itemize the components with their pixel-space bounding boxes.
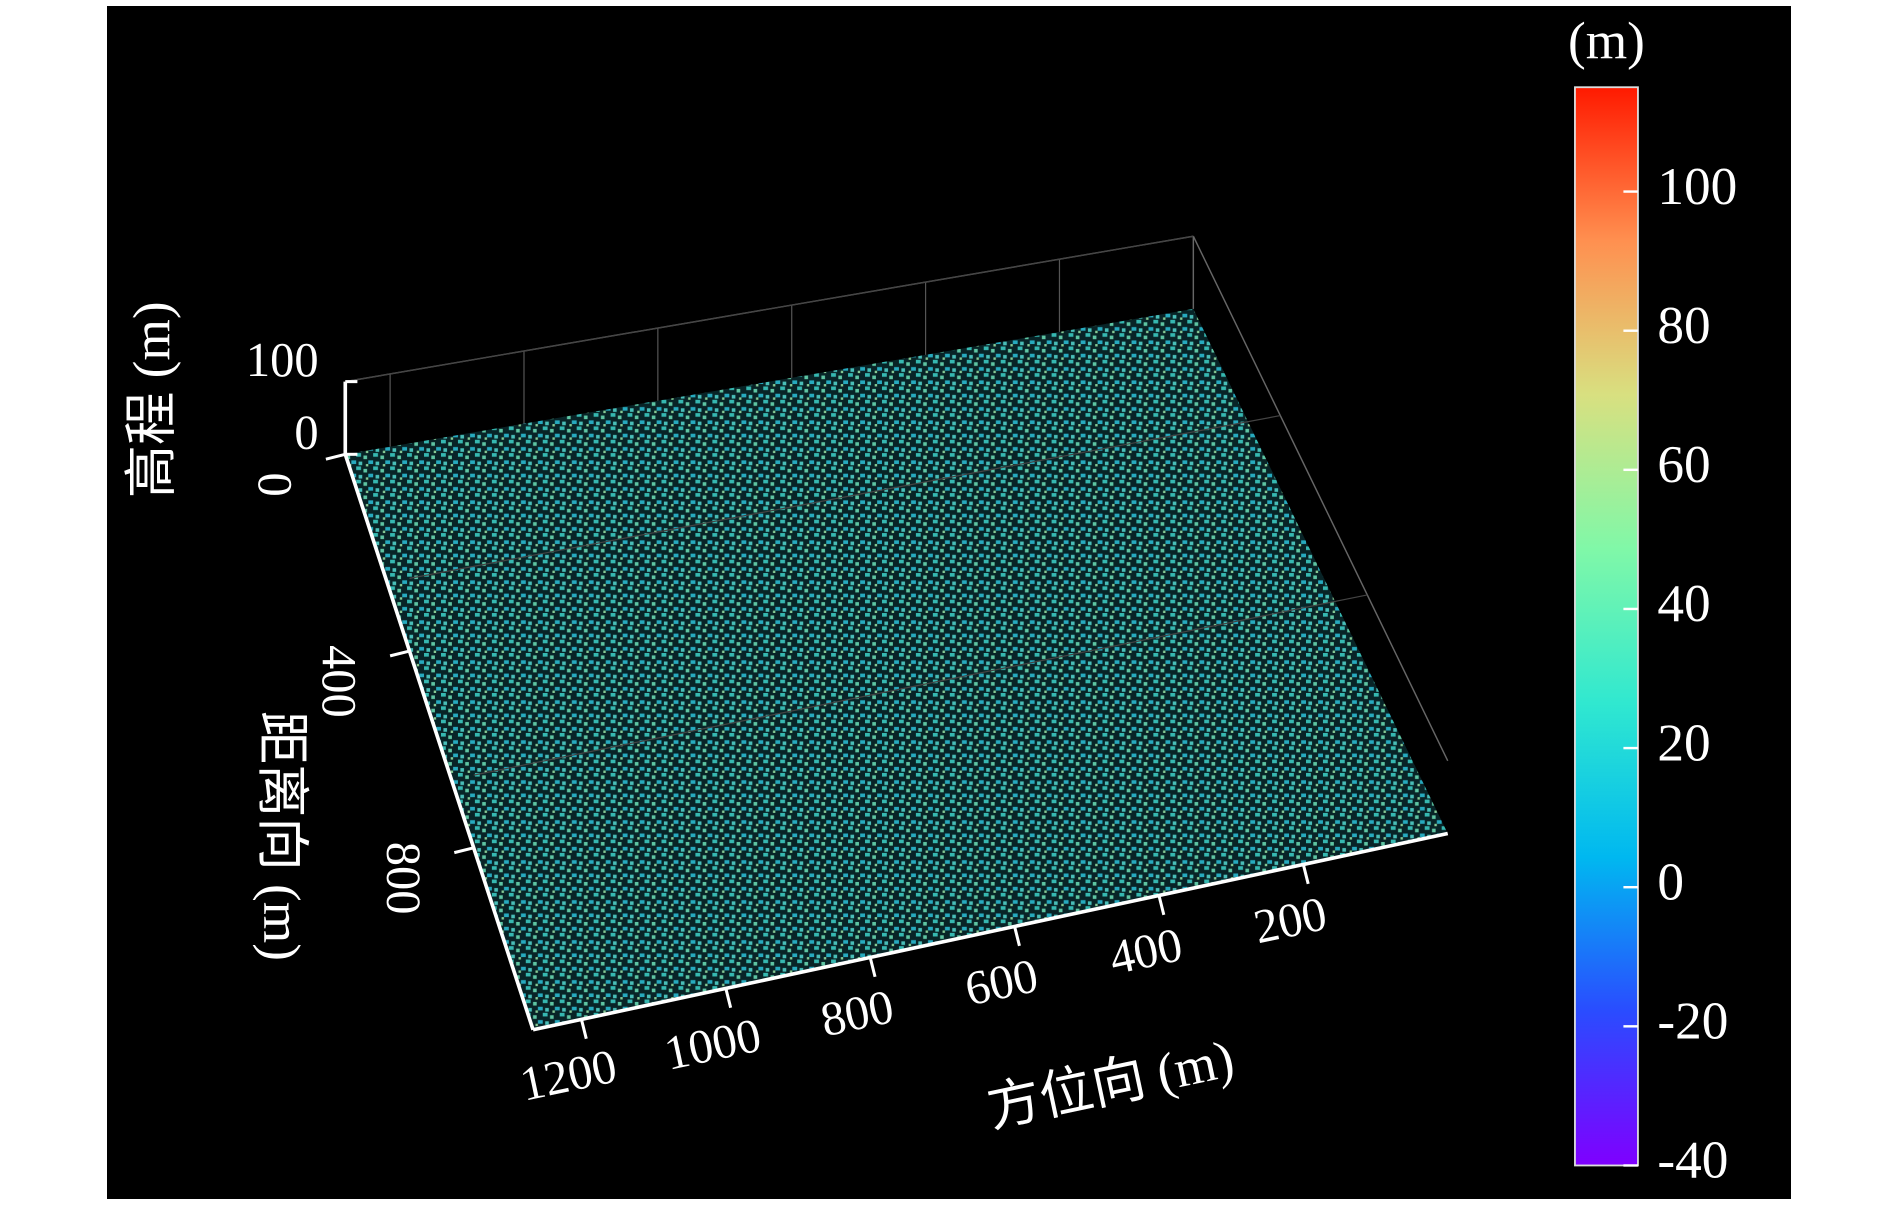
- colorbar-tick-label: -20: [1657, 992, 1728, 1051]
- x-tick: [868, 957, 877, 978]
- x-tick: [1157, 895, 1166, 916]
- x-axis-line: [532, 831, 1449, 1032]
- colorbar: [1574, 86, 1639, 1167]
- z-axis-label: 高程 (m): [123, 301, 182, 498]
- y-axis-line: [343, 453, 535, 1031]
- colorbar-label: (m): [1568, 11, 1645, 70]
- x-tick: [724, 988, 733, 1009]
- colorbar-tick-label: 0: [1657, 852, 1684, 911]
- colorbar-tick-label: -40: [1657, 1131, 1728, 1190]
- x-tick: [1301, 864, 1310, 885]
- grid-line: [409, 414, 1281, 579]
- colorbar-tick-label: 40: [1657, 574, 1710, 633]
- y-tick-label: 400: [312, 645, 365, 718]
- y-tick-label: 0: [248, 472, 301, 496]
- grid-line: [473, 594, 1368, 776]
- colorbar-tick-label: 80: [1657, 296, 1710, 355]
- colorbar-tick-label: 100: [1657, 157, 1737, 216]
- y-axis-label: 距离向 (m): [252, 711, 311, 961]
- y-tick: [325, 452, 346, 461]
- box-edge: [1192, 235, 1449, 762]
- x-tick: [579, 1019, 588, 1040]
- colorbar-tick-label: 60: [1657, 435, 1710, 494]
- plot-area: 方位向 (m) 距离向 (m) 高程 (m) (m) 2004006008001…: [123, 11, 1738, 1189]
- grid-line: [345, 235, 1194, 383]
- x-tick: [1013, 926, 1021, 947]
- y-tick: [453, 846, 475, 855]
- z-tick-label: 100: [246, 334, 319, 387]
- y-tick-label: 800: [376, 842, 429, 915]
- colorbar-tick-label: 20: [1657, 713, 1710, 772]
- point-cloud-surface: [345, 308, 1448, 1030]
- z-tick-label: 0: [294, 406, 318, 459]
- y-tick: [389, 649, 410, 658]
